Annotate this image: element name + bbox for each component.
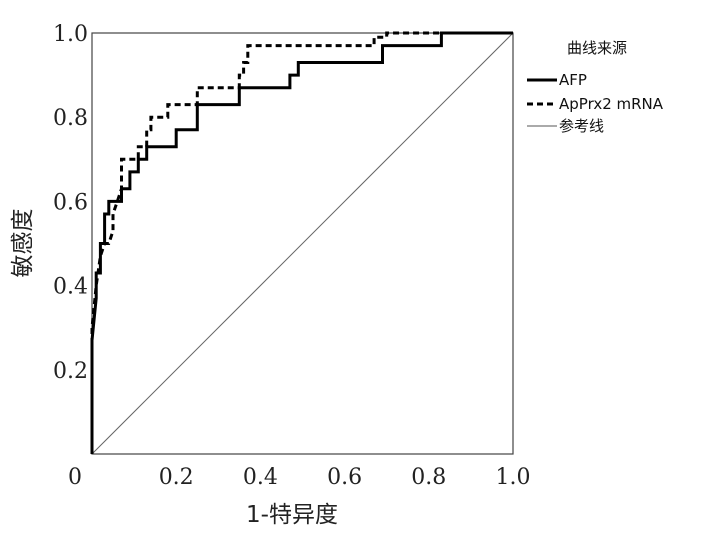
x-tick-label: 0: [68, 465, 82, 490]
x-tick-label: 1.0: [496, 465, 531, 490]
y-axis-label: 敏感度: [10, 209, 36, 278]
series-line-0: [90, 31, 513, 454]
x-tick-label: 0.2: [159, 465, 194, 490]
y-tick-label: 0.4: [53, 275, 88, 300]
reference-layer: [91, 32, 514, 455]
legend-label-reference: 参考线: [559, 117, 604, 135]
y-tick-label: 1.0: [53, 22, 88, 47]
legend-title: 曲线来源: [567, 39, 627, 57]
legend-label-apprx2: ApPrx2 mRNA: [559, 95, 664, 113]
series-line-2: [91, 32, 514, 455]
y-tick-label: 0.8: [53, 106, 88, 131]
series-layer: [90, 31, 513, 454]
legend-label-afp: AFP: [559, 71, 587, 89]
x-axis-label: 1-特异度: [246, 502, 338, 528]
series-line-1: [90, 31, 513, 454]
y-tick-label: 0.2: [53, 359, 88, 384]
y-tick-label: 0.6: [53, 190, 88, 215]
x-tick-label: 0.4: [243, 465, 278, 490]
x-tick-label: 0.8: [411, 465, 446, 490]
legend: 曲线来源 AFP ApPrx2 mRNA 参考线: [527, 39, 664, 135]
plot-frame: [91, 32, 514, 455]
ticks-layer: 0 0.2 0.4 0.6 0.8 1.0 0.2 0.4 0.6 0.8 1.0: [53, 22, 531, 490]
x-tick-label: 0.6: [327, 465, 362, 490]
